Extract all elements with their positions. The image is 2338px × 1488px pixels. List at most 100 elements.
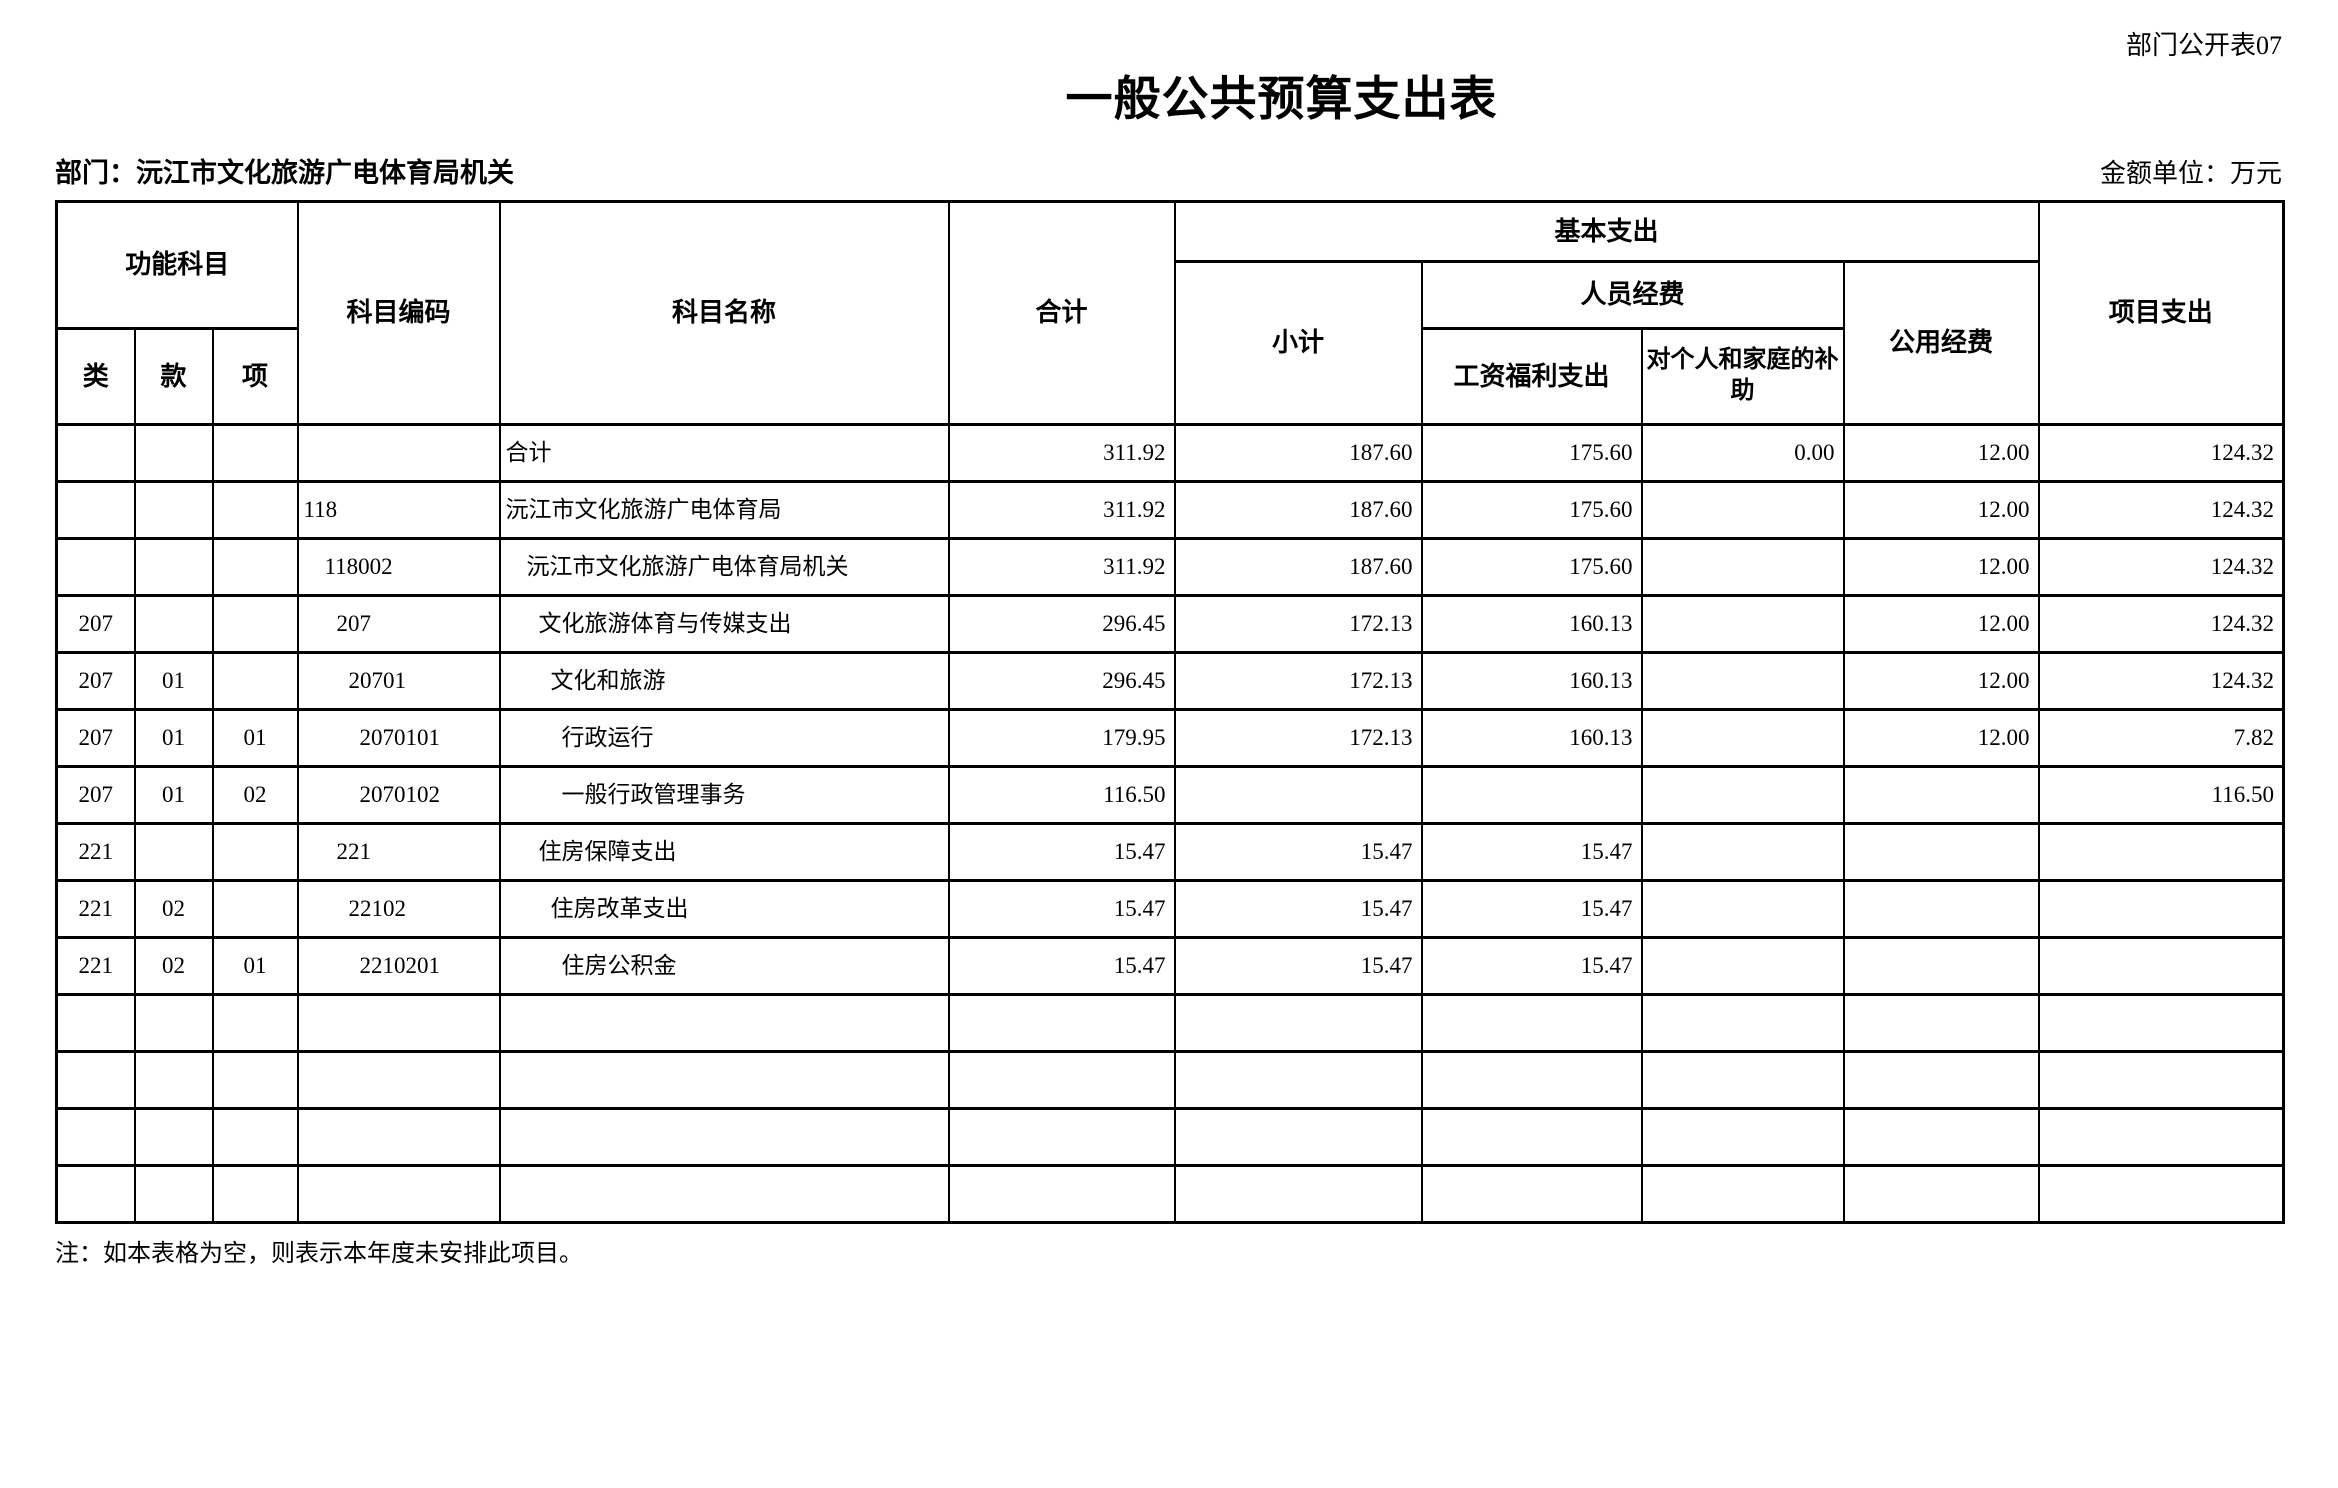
cell-subtotal <box>1173 992 1423 1053</box>
cell-code <box>296 1163 501 1224</box>
cell-project: 7.82 <box>2037 707 2285 768</box>
table-row: 207 207 文化旅游体育与传媒支出 296.45 172.13 160.13… <box>55 593 2285 654</box>
cell-subsidy <box>1640 1163 1845 1224</box>
cell-salary-welfare: 175.60 <box>1420 422 1643 483</box>
cell-section: 02 <box>133 935 214 996</box>
budget-table: 功能科目 科目编码 科目名称 合计 基本支出 项目支出 小计 人员经费 公用经费… <box>55 199 2286 1224</box>
cell-public-funds <box>1842 992 2040 1053</box>
cell-name: 沅江市文化旅游广电体育局机关 <box>498 536 950 597</box>
cell-subsidy <box>1640 650 1845 711</box>
cell-name: 住房改革支出 <box>498 878 950 939</box>
cell-public-funds: 12.00 <box>1842 650 2040 711</box>
header-row-2: 小计 人员经费 公用经费 <box>57 259 2284 426</box>
cell-total: 296.45 <box>947 650 1176 711</box>
cell-section: 02 <box>133 878 214 939</box>
cell-public-funds <box>1842 764 2040 825</box>
cell-subtotal: 187.60 <box>1173 536 1423 597</box>
cell-subsidy <box>1640 593 1845 654</box>
cell-section: 01 <box>133 764 214 825</box>
cell-salary-welfare: 175.60 <box>1420 536 1643 597</box>
table-row: 221 221 住房保障支出 15.47 15.47 15.47 <box>55 821 2285 882</box>
cell-class: 221 <box>55 821 136 882</box>
cell-subtotal: 172.13 <box>1173 593 1423 654</box>
cell-section <box>133 1163 214 1224</box>
cell-section <box>133 992 214 1053</box>
cell-code <box>296 1049 501 1110</box>
cell-section <box>133 422 214 483</box>
cell-subsidy <box>1640 707 1845 768</box>
cell-code: 2070101 <box>296 707 501 768</box>
cell-code <box>296 992 501 1053</box>
cell-section <box>133 1106 214 1167</box>
cell-item <box>211 593 299 654</box>
cell-total: 311.92 <box>947 536 1176 597</box>
cell-subtotal: 187.60 <box>1173 479 1423 540</box>
cell-salary-welfare: 175.60 <box>1420 479 1643 540</box>
cell-class: 207 <box>55 593 136 654</box>
table-row: 207 01 02 2070102 一般行政管理事务 116.50 116.50 <box>55 764 2285 825</box>
unit-line: 金额单位：万元 <box>2099 158 2282 188</box>
cell-class <box>55 536 136 597</box>
department-line: 部门：沅江市文化旅游广电体育局机关 <box>55 157 514 188</box>
cell-subtotal <box>1173 1106 1423 1167</box>
cell-subtotal <box>1173 764 1423 825</box>
cell-subsidy <box>1640 992 1845 1053</box>
header-subtotal: 小计 <box>1173 259 1423 426</box>
cell-public-funds: 12.00 <box>1842 536 2040 597</box>
cell-public-funds <box>1842 878 2040 939</box>
cell-subtotal: 15.47 <box>1173 935 1423 996</box>
cell-class <box>55 479 136 540</box>
table-row: 221 02 01 2210201 住房公积金 15.47 15.47 15.4… <box>55 935 2285 996</box>
header-salary-welfare: 工资福利支出 <box>1420 326 1643 426</box>
cell-code: 118002 <box>296 536 501 597</box>
cell-project <box>2037 1163 2285 1224</box>
cell-section: 01 <box>133 707 214 768</box>
cell-public-funds: 12.00 <box>1842 707 2040 768</box>
header-row-3: 类 款 项 工资福利支出 对个人和家庭的补助 <box>55 326 2284 426</box>
cell-salary-welfare <box>1420 764 1643 825</box>
header-total: 合计 <box>947 199 1176 426</box>
cell-total: 15.47 <box>947 878 1176 939</box>
cell-code <box>296 1106 501 1167</box>
cell-public-funds <box>1842 1163 2040 1224</box>
cell-section: 01 <box>133 650 214 711</box>
cell-total <box>947 1163 1176 1224</box>
cell-total <box>947 1106 1176 1167</box>
cell-item: 02 <box>211 764 299 825</box>
cell-total: 15.47 <box>947 935 1176 996</box>
cell-subsidy <box>1640 878 1845 939</box>
cell-item <box>211 821 299 882</box>
cell-code <box>296 422 501 483</box>
table-header: 功能科目 科目编码 科目名称 合计 基本支出 项目支出 小计 人员经费 公用经费… <box>55 199 2285 426</box>
cell-code: 2070102 <box>296 764 501 825</box>
cell-name: 住房公积金 <box>498 935 950 996</box>
header-code: 科目编码 <box>296 199 501 426</box>
cell-public-funds <box>1842 1049 2040 1110</box>
cell-public-funds <box>1842 1106 2040 1167</box>
note-text: 注：如本表格为空，则表示本年度未安排此项目。 <box>55 1240 583 1267</box>
table-row: 118 沅江市文化旅游广电体育局 311.92 187.60 175.60 12… <box>55 479 2285 540</box>
cell-name: 一般行政管理事务 <box>498 764 950 825</box>
table-row <box>55 1049 2285 1110</box>
cell-item <box>211 422 299 483</box>
cell-salary-welfare: 160.13 <box>1420 707 1643 768</box>
header-individual-family-subsidy: 对个人和家庭的补助 <box>1640 326 1845 426</box>
table-row: 207 01 01 2070101 行政运行 179.95 172.13 160… <box>55 707 2285 768</box>
cell-name <box>498 1163 950 1224</box>
cell-salary-welfare: 15.47 <box>1420 878 1643 939</box>
table-row <box>55 1163 2285 1224</box>
cell-subsidy <box>1640 764 1845 825</box>
cell-project: 124.32 <box>2037 593 2285 654</box>
cell-class <box>55 1049 136 1110</box>
cell-subtotal: 187.60 <box>1173 422 1423 483</box>
cell-code: 118 <box>296 479 501 540</box>
header-name: 科目名称 <box>498 199 950 426</box>
header-item: 项 <box>211 326 299 426</box>
meta-row: 部门：沅江市文化旅游广电体育局机关 金额单位：万元 <box>55 151 2282 190</box>
header-project-expenditure: 项目支出 <box>2037 199 2285 426</box>
cell-salary-welfare <box>1420 1049 1643 1110</box>
cell-salary-welfare: 15.47 <box>1420 821 1643 882</box>
cell-public-funds: 12.00 <box>1842 422 2040 483</box>
cell-subsidy <box>1640 1106 1845 1167</box>
cell-subtotal: 172.13 <box>1173 707 1423 768</box>
